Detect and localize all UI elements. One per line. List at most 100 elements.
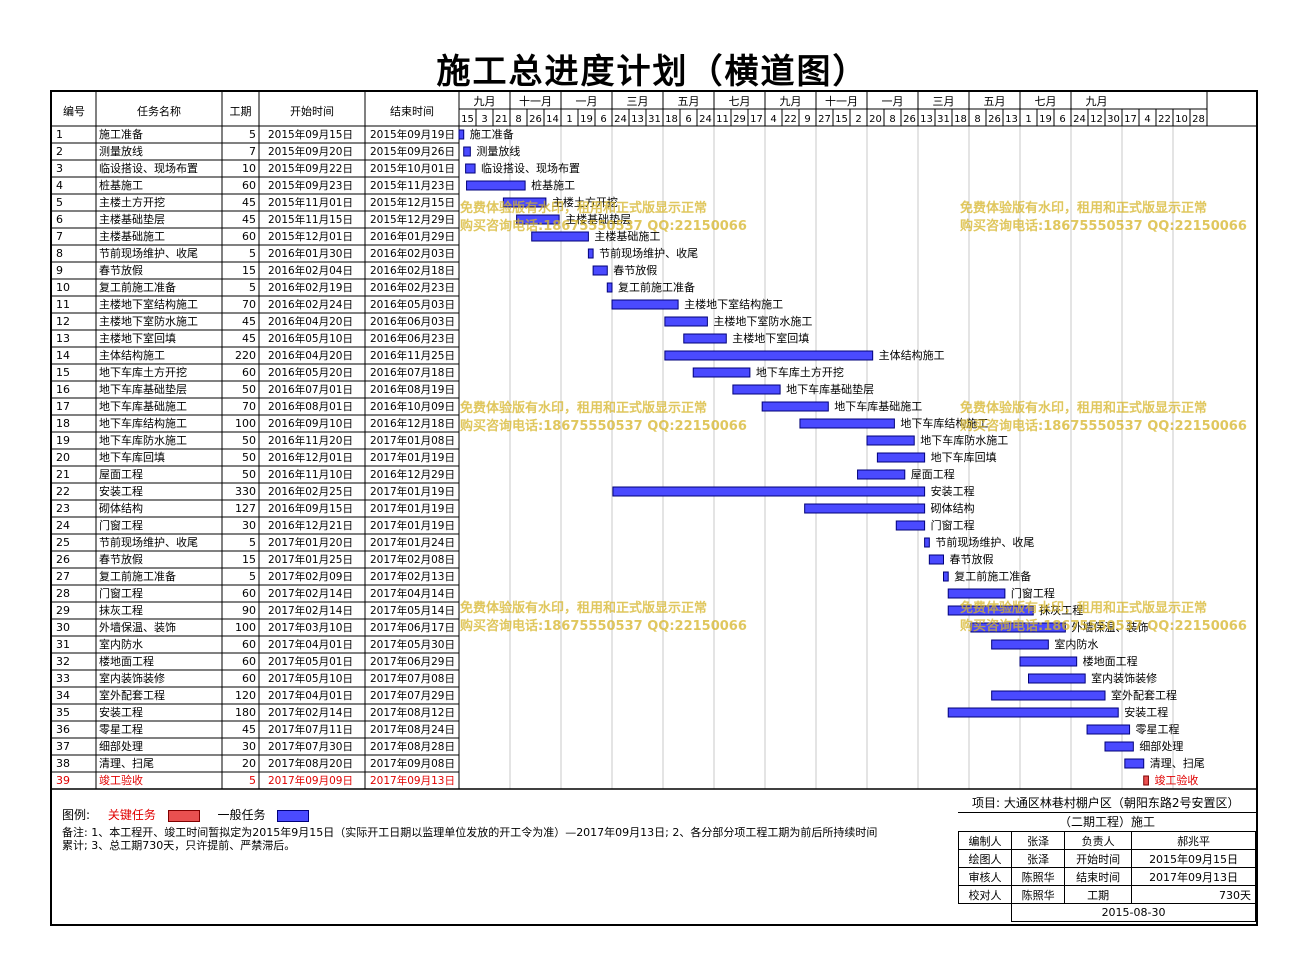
task-end: 2017年07月29日 <box>370 689 455 702</box>
task-start: 2015年09月20日 <box>268 145 353 158</box>
column-header-name: 任务名称 <box>137 104 181 118</box>
signoff-cell: 730天 <box>1131 885 1256 904</box>
task-start: 2015年11月15日 <box>268 213 353 226</box>
signoff-row: 绘图人 张泽 开始时间 2015年09月15日 <box>957 849 1256 868</box>
task-end: 2017年01月24日 <box>370 536 455 549</box>
task-end: 2016年01月29日 <box>370 230 455 243</box>
task-duration: 60 <box>242 587 256 600</box>
legend-critical-label: 关键任务 <box>107 808 156 822</box>
task-duration: 15 <box>242 264 256 277</box>
task-no: 33 <box>56 672 70 685</box>
task-end: 2015年12月15日 <box>370 196 455 209</box>
task-no: 10 <box>56 281 70 294</box>
gantt-bar <box>1124 758 1145 769</box>
task-start: 2017年04月01日 <box>268 638 353 651</box>
gantt-bar <box>465 163 476 174</box>
legend: 图例: 关键任务 一般任务 <box>62 806 310 823</box>
task-start: 2017年02月09日 <box>268 570 353 583</box>
signoff-cell: 2017年09月13日 <box>1131 867 1256 886</box>
column-header-dur: 工期 <box>230 105 252 118</box>
task-no: 32 <box>56 655 70 668</box>
task-no: 27 <box>56 570 70 583</box>
gantt-bar <box>592 265 608 276</box>
signoff-row: 编制人 张泽 负责人 郝兆平 <box>957 831 1256 850</box>
task-name: 主楼地下室回填 <box>99 331 176 345</box>
task-name: 楼地面工程 <box>99 654 154 668</box>
task-no: 7 <box>56 230 63 243</box>
task-no: 14 <box>56 349 70 362</box>
gantt-bar <box>928 554 944 565</box>
task-no: 15 <box>56 366 70 379</box>
day-tick-label: 12 <box>1090 114 1103 125</box>
gantt-bar <box>692 367 751 378</box>
gantt-bar <box>611 299 679 310</box>
gantt-bar-label: 主楼基础垫层 <box>565 212 631 226</box>
task-end: 2017年09月08日 <box>370 757 455 770</box>
signoff-cell: 郝兆平 <box>1131 831 1256 850</box>
gantt-bar-label: 室内防水 <box>1054 637 1098 651</box>
day-tick-label: 24 <box>699 114 712 125</box>
day-tick-label: 13 <box>1005 114 1018 125</box>
column-header-end: 结束时间 <box>390 105 434 118</box>
task-no: 37 <box>56 740 70 753</box>
gantt-bar-label: 复工前施工准备 <box>954 569 1031 583</box>
task-duration: 50 <box>242 434 256 447</box>
task-no: 9 <box>56 264 63 277</box>
task-no: 19 <box>56 434 70 447</box>
task-start: 2016年09月15日 <box>268 502 353 515</box>
gantt-bar <box>947 588 1006 599</box>
gantt-bar <box>683 333 727 344</box>
task-start: 2015年09月22日 <box>268 162 353 175</box>
signoff-cell: 工期 <box>1064 885 1133 904</box>
month-label: 五月 <box>678 95 700 108</box>
task-no: 13 <box>56 332 70 345</box>
note-line-2: 累计; 3、总工期730天，只许提前、严禁滞后。 <box>62 839 296 852</box>
task-start: 2017年05月10日 <box>268 672 353 685</box>
task-duration: 60 <box>242 366 256 379</box>
task-end: 2017年08月24日 <box>370 723 455 736</box>
task-start: 2016年11月20日 <box>268 434 353 447</box>
gantt-bar-label: 春节放假 <box>950 552 994 566</box>
task-no: 38 <box>56 757 70 770</box>
day-tick-label: 22 <box>784 114 797 125</box>
signoff-cell: 2015年09月15日 <box>1131 849 1256 868</box>
task-duration: 180 <box>235 706 256 719</box>
task-name: 屋面工程 <box>99 468 143 481</box>
gantt-bar <box>991 690 1106 701</box>
task-duration: 60 <box>242 179 256 192</box>
task-end: 2017年01月19日 <box>370 502 455 515</box>
task-name: 砌体结构 <box>99 501 143 515</box>
signoff-table: 编制人 张泽 负责人 郝兆平 绘图人 张泽 开始时间 2015年09月15日 审… <box>957 831 1256 922</box>
task-end: 2016年06月23日 <box>370 332 455 345</box>
task-name: 细部处理 <box>99 739 143 753</box>
gantt-bar-label: 主楼基础施工 <box>594 229 660 243</box>
gantt-bar-label: 地下车库防水施工 <box>920 433 1008 447</box>
gantt-bar-label: 竣工验收 <box>1154 773 1198 787</box>
page-title: 施工总进度计划（横道图） <box>436 52 869 92</box>
task-end: 2017年05月14日 <box>370 604 455 617</box>
task-name: 临设搭设、现场布置 <box>99 161 198 175</box>
task-name: 地下车库基础垫层 <box>99 382 187 396</box>
task-end: 2017年04月14日 <box>370 587 455 600</box>
task-name: 主楼地下室结构施工 <box>99 297 198 311</box>
task-start: 2016年02月24日 <box>268 298 353 311</box>
signoff-cell: 审核人 <box>957 867 1013 886</box>
task-name: 复工前施工准备 <box>99 569 176 583</box>
task-name: 复工前施工准备 <box>99 280 176 294</box>
gantt-bar <box>947 707 1119 718</box>
month-label: 一月 <box>576 95 598 108</box>
gantt-bar <box>947 605 1034 616</box>
task-no: 25 <box>56 536 70 549</box>
task-duration: 60 <box>242 672 256 685</box>
gantt-bar <box>531 231 589 242</box>
month-label: 七月 <box>1035 95 1057 108</box>
task-start: 2015年09月15日 <box>268 128 353 141</box>
watermark: 免费体验版有水印，租用和正式版显示正常 购买咨询电话:18675550537 QQ… <box>460 401 747 434</box>
task-name: 春节放假 <box>99 263 143 277</box>
gantt-bar <box>606 282 613 293</box>
legend-label: 图例: <box>62 808 91 822</box>
project-info-block: 项目: 大通区林巷村棚户区（朝阳东路2号安置区） （二期工程）施工 编制人 张泽… <box>957 794 1256 922</box>
task-name: 地下车库回填 <box>99 450 165 464</box>
gantt-bar-label: 地下车库回填 <box>931 450 997 464</box>
task-no: 28 <box>56 587 70 600</box>
